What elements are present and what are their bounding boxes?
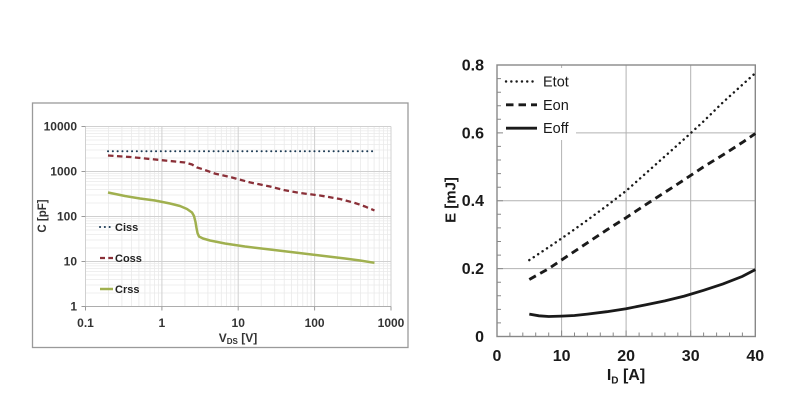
svg-text:0.4: 0.4 <box>462 193 484 210</box>
svg-text:20: 20 <box>617 348 635 365</box>
svg-text:C [pF]: C [pF] <box>37 199 49 232</box>
svg-text:100: 100 <box>57 210 77 224</box>
svg-text:0.6: 0.6 <box>462 125 484 142</box>
svg-text:Ciss: Ciss <box>115 222 138 234</box>
svg-text:0: 0 <box>475 329 484 346</box>
svg-text:30: 30 <box>682 348 700 365</box>
svg-text:0.1: 0.1 <box>77 316 94 330</box>
svg-text:10: 10 <box>232 316 246 330</box>
svg-text:1000: 1000 <box>378 316 405 330</box>
svg-text:Crss: Crss <box>115 284 139 296</box>
svg-text:10000: 10000 <box>44 120 78 134</box>
svg-text:10: 10 <box>64 255 78 269</box>
svg-text:Eon: Eon <box>543 98 569 114</box>
svg-text:Eoff: Eoff <box>543 121 570 137</box>
svg-text:100: 100 <box>305 316 325 330</box>
svg-text:0: 0 <box>493 348 502 365</box>
svg-text:1: 1 <box>159 316 166 330</box>
svg-text:VDS [V]: VDS [V] <box>219 331 257 346</box>
svg-text:0.8: 0.8 <box>462 58 484 75</box>
svg-text:1: 1 <box>70 300 77 314</box>
svg-text:10: 10 <box>553 348 571 365</box>
svg-text:E [mJ]: E [mJ] <box>443 177 460 223</box>
svg-text:40: 40 <box>746 348 764 365</box>
svg-text:Coss: Coss <box>115 253 142 265</box>
svg-text:Etot: Etot <box>543 75 569 91</box>
svg-text:1000: 1000 <box>50 165 77 179</box>
svg-text:0.2: 0.2 <box>462 261 484 278</box>
